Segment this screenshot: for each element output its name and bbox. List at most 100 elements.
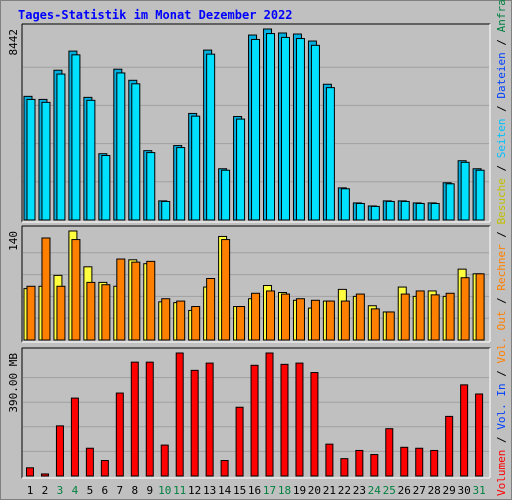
x-tick-label: 12 [188,484,201,497]
bar [41,101,51,221]
bar [280,293,290,341]
bar [355,293,365,341]
bar [325,443,334,477]
max-label: 390.00 MB [7,353,20,413]
bar [146,152,156,221]
x-tick-label: 5 [87,484,94,497]
bar [295,38,305,221]
bar [41,237,51,341]
x-tick-label: 21 [323,484,336,497]
bar [385,428,394,477]
bar [251,292,261,341]
bar [475,273,485,341]
bar [71,54,81,221]
bar [355,449,364,477]
x-tick-label: 13 [203,484,216,497]
bar [56,285,66,341]
bar [475,169,485,221]
max-label: 140 [7,231,20,251]
x-tick-label: 24 [368,484,382,497]
bar [445,183,455,221]
legend-item: Besuche [495,178,508,224]
bar [295,298,305,341]
max-label: 8442 [7,29,20,56]
x-tick-label: 31 [472,484,485,497]
bar [280,363,289,477]
bar [460,161,470,221]
bar [460,277,470,341]
x-tick-label: 30 [458,484,471,497]
bar [206,277,216,341]
bar [161,200,171,221]
bar [131,83,141,221]
bar [370,308,380,341]
x-tick-label: 26 [398,484,411,497]
bar [250,364,259,477]
bar [176,300,186,341]
legend-item: Vol. In [495,383,508,429]
bar [370,205,380,221]
bar [475,393,484,477]
x-tick-label: 19 [293,484,306,497]
bar [430,202,440,221]
x-tick-label: 16 [248,484,261,497]
x-tick-label: 18 [278,484,291,497]
bar [86,99,96,221]
bar [236,118,246,221]
legend-separator: / [495,32,508,52]
bar [191,115,201,221]
legend-separator: / [495,224,508,244]
bar [206,53,216,221]
x-tick-label: 14 [218,484,232,497]
bar [221,239,231,341]
bar [55,425,64,477]
x-tick-label: 11 [173,484,186,497]
bar [400,200,410,221]
legend-item: Vol. Out [495,311,508,364]
legend-separator: / [495,291,508,311]
bar [101,155,111,221]
bar [116,72,126,221]
legend-separator: / [495,430,508,450]
bar [415,290,425,341]
x-tick-label: 6 [102,484,109,497]
bar [71,239,81,341]
x-tick-label: 25 [383,484,396,497]
bar [430,449,439,477]
bar [100,460,109,477]
bar [310,372,319,477]
bar [355,202,365,221]
x-tick-label: 9 [146,484,153,497]
legend-separator: / [495,158,508,178]
bar [340,188,350,221]
legend-item: Anfragen [495,0,508,32]
x-tick-label: 7 [117,484,124,497]
bar [175,352,184,477]
bar [266,290,276,341]
legend-item: Rechner [495,244,508,291]
bar [146,260,156,341]
bar [310,44,320,221]
x-tick-label: 22 [338,484,351,497]
x-tick-label: 29 [443,484,456,497]
x-tick-label: 8 [131,484,138,497]
x-tick-label: 3 [57,484,64,497]
bar [310,299,320,341]
bar [160,444,169,477]
x-tick-label: 17 [263,484,276,497]
x-tick-label: 1 [27,484,34,497]
bar [176,147,186,221]
x-tick-label: 2 [42,484,49,497]
bar [340,458,349,477]
bar [445,415,454,477]
bar [400,293,410,341]
chart-title: Tages-Statistik im Monat Dezember 2022 [18,8,293,22]
bar [266,33,276,221]
bar [130,361,139,477]
bar [415,202,425,221]
x-tick-label: 27 [413,484,426,497]
bar [370,454,379,477]
bar [460,384,469,477]
bar [295,362,304,477]
bar [26,98,36,221]
